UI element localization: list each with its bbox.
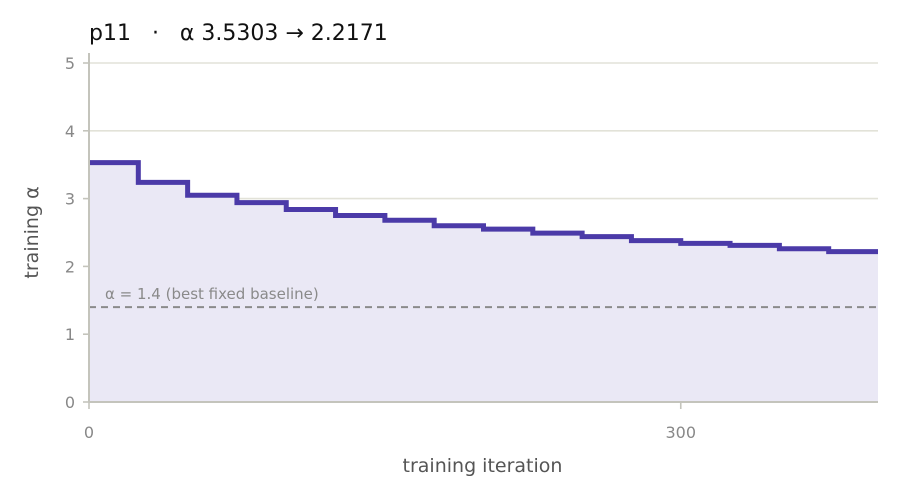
y-tick-label: 5	[65, 54, 75, 73]
series-area-fill	[89, 162, 878, 402]
y-tick-label: 0	[65, 393, 75, 412]
y-ticks: 0 1 2 3 4 5	[65, 54, 89, 412]
y-tick-label: 1	[65, 325, 75, 344]
x-tick-label: 0	[84, 423, 94, 442]
y-tick-label: 2	[65, 257, 75, 276]
y-tick-label: 4	[65, 122, 75, 141]
x-tick-label: 300	[665, 423, 696, 442]
y-axis-label: training α	[21, 186, 43, 278]
baseline-label: α = 1.4 (best fixed baseline)	[105, 285, 319, 303]
chart-title: p11 · α 3.5303 → 2.2171	[89, 21, 388, 46]
series-line	[89, 160, 878, 255]
y-tick-label: 3	[65, 190, 75, 209]
x-axis-label: training iteration	[403, 455, 563, 477]
x-ticks: 0 300	[84, 402, 696, 442]
